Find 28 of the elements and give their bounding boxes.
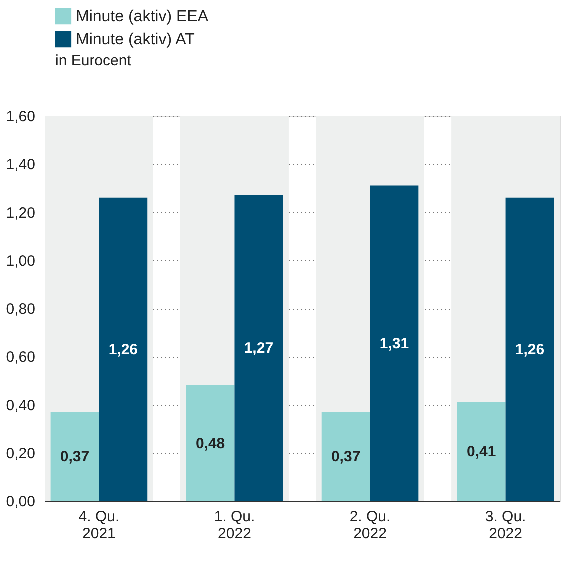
data-label: 1,27 [244,340,274,358]
bar [322,412,370,501]
x-tick-label: 4. Qu. 2021 [78,508,120,542]
bar [50,412,100,501]
data-label: 0,41 [466,444,496,461]
y-axis-title: in Eurocent [56,52,132,70]
y-tick-label: 1,20 [6,204,36,222]
data-label: 1,26 [108,341,138,358]
y-tick-label: 0,80 [6,301,36,318]
x-tick-label: 1. Qu. 2022 [214,508,256,542]
bar [186,386,235,501]
y-tick-label: 1,00 [6,252,36,270]
bar [457,402,506,501]
data-label: 1,31 [380,335,410,352]
x-tick-label: 3. Qu. 2022 [485,508,526,542]
y-tick-label: 0,60 [6,349,36,366]
legend-label: Minute (aktiv) EEA [76,8,209,26]
data-label: 0,37 [60,448,90,466]
y-tick-label: 0,20 [6,445,36,462]
y-tick-label: 0,40 [6,397,36,414]
data-label: 0,37 [331,448,361,466]
data-label: 0,48 [196,435,226,452]
data-label: 1,26 [515,341,545,358]
y-tick-label: 1,40 [6,156,36,174]
x-tick-label: 2. Qu. 2022 [350,508,391,542]
y-tick-label: 1,60 [6,108,36,126]
legend-label: Minute (aktiv) AT [76,32,196,48]
y-tick-label: 0,00 [6,494,36,510]
